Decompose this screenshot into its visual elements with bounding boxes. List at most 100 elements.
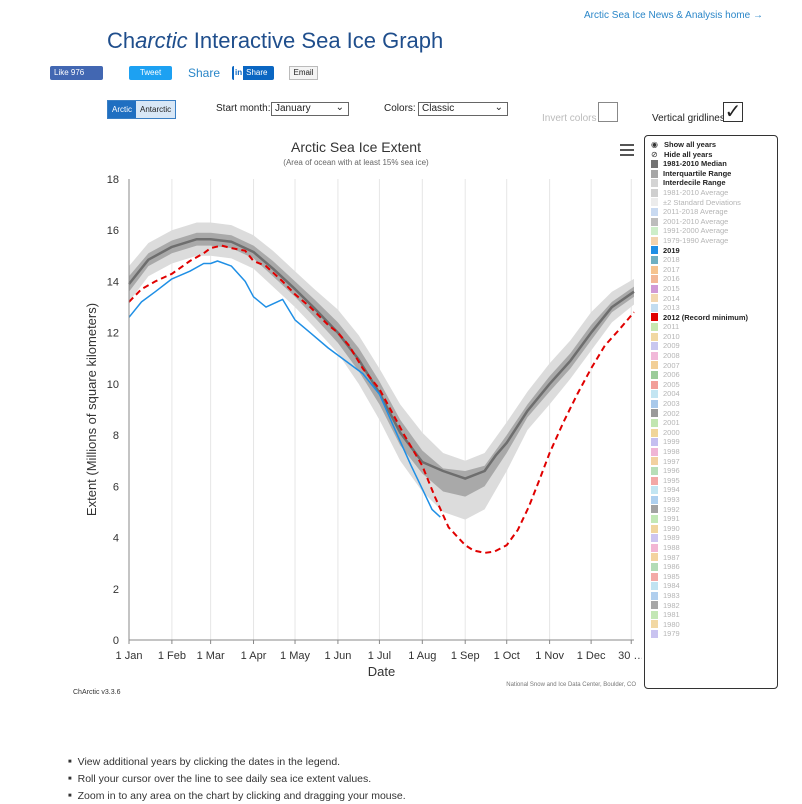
title-italic: arctic: [135, 28, 188, 53]
legend-item[interactable]: 1989: [651, 533, 771, 543]
tweet-button[interactable]: Tweet: [129, 66, 172, 80]
legend-item[interactable]: 2011: [651, 322, 771, 332]
y-axis-title: Extent (Millions of square kilometers): [84, 303, 99, 516]
legend-item[interactable]: 1979-1990 Average: [651, 236, 771, 246]
legend-label: 2001: [663, 418, 680, 428]
legend-item[interactable]: 2016: [651, 274, 771, 284]
x-tick-label: 1 Feb: [158, 650, 186, 662]
legend-item[interactable]: 2006: [651, 370, 771, 380]
email-button[interactable]: Email: [289, 66, 318, 80]
legend-item[interactable]: 2001: [651, 418, 771, 428]
legend-item[interactable]: 1996: [651, 466, 771, 476]
legend-item[interactable]: 2019: [651, 246, 771, 256]
legend-item[interactable]: 1988: [651, 543, 771, 553]
legend-label: 1979: [663, 629, 680, 639]
legend-label: 1998: [663, 447, 680, 456]
legend-item[interactable]: Interquartile Range: [651, 169, 771, 179]
legend-item[interactable]: 1994: [651, 485, 771, 495]
legend-item[interactable]: 2000: [651, 428, 771, 438]
hide-all-years[interactable]: ⊘ Hide all years: [651, 150, 771, 160]
legend-swatch: [651, 543, 658, 552]
legend-label: 1982: [663, 600, 680, 610]
legend-label: 1990: [663, 523, 680, 533]
legend-item[interactable]: 2018: [651, 255, 771, 265]
x-tick-label: 1 Mar: [197, 650, 225, 662]
legend-item[interactable]: 2014: [651, 294, 771, 304]
legend-label: 1983: [663, 590, 680, 600]
linkedin-share-button[interactable]: in Share: [232, 66, 274, 80]
legend-swatch: [651, 534, 658, 543]
colors-select[interactable]: Classic ⌄: [418, 102, 508, 116]
legend-item[interactable]: 2012 (Record minimum): [651, 313, 771, 323]
facebook-like-button[interactable]: Like 976: [50, 66, 103, 80]
hemisphere-antarctic-button[interactable]: Antarctic: [136, 101, 176, 118]
legend-item[interactable]: 1991: [651, 514, 771, 524]
page-title: Charctic Interactive Sea Ice Graph: [107, 28, 443, 54]
legend-item[interactable]: 2003: [651, 399, 771, 409]
invert-colors-checkbox[interactable]: [598, 102, 618, 122]
legend-item[interactable]: 1981: [651, 610, 771, 620]
share-link[interactable]: Share: [188, 66, 221, 80]
start-month-value: January: [275, 103, 311, 114]
legend-label: 1986: [663, 562, 680, 572]
legend-item[interactable]: 1998: [651, 447, 771, 457]
legend-item[interactable]: 2005: [651, 380, 771, 390]
legend-item[interactable]: 2015: [651, 284, 771, 294]
legend-label: 2003: [663, 399, 680, 409]
legend-item[interactable]: 1983: [651, 591, 771, 601]
legend-item[interactable]: 1993: [651, 495, 771, 505]
legend-item[interactable]: 2017: [651, 265, 771, 275]
legend-swatch: [651, 486, 658, 495]
sea-ice-chart[interactable]: 0 2 4 6 8 10 12 14 16 18 1 Jan 1 Feb 1 Mar 1 Apr 1 May…: [70, 135, 642, 692]
legend-swatch: [651, 553, 658, 562]
legend-item[interactable]: 1999: [651, 437, 771, 447]
y-tick-label: 12: [107, 328, 119, 340]
legend-swatch: [651, 169, 658, 178]
legend-item[interactable]: 1981-2010 Median: [651, 159, 771, 169]
legend-item[interactable]: 1981-2010 Average: [651, 188, 771, 198]
legend-item[interactable]: 1992: [651, 505, 771, 515]
legend-label: ±2 Standard Deviations: [663, 197, 741, 207]
legend-item[interactable]: 1991-2000 Average: [651, 226, 771, 236]
home-link[interactable]: Arctic Sea Ice News & Analysis home →: [584, 10, 763, 21]
start-month-select[interactable]: January ⌄: [271, 102, 349, 116]
y-tick-label: 14: [107, 276, 119, 288]
legend-item[interactable]: 2008: [651, 351, 771, 361]
legend-label: 2001-2010 Average: [663, 216, 729, 226]
legend-item[interactable]: 2001-2010 Average: [651, 217, 771, 227]
legend-label: 2000: [663, 427, 680, 437]
legend-item[interactable]: 1980: [651, 620, 771, 630]
legend-item[interactable]: 1995: [651, 476, 771, 486]
legend-swatch: [651, 457, 658, 466]
chart-menu-icon[interactable]: [620, 144, 634, 156]
legend-label: 2009: [663, 341, 680, 351]
legend-item[interactable]: 1987: [651, 553, 771, 563]
legend-item[interactable]: 2013: [651, 303, 771, 313]
legend-label: 1989: [663, 533, 680, 543]
legend-swatch: [651, 265, 658, 274]
legend-item[interactable]: 2004: [651, 389, 771, 399]
legend-item[interactable]: 2010: [651, 332, 771, 342]
legend-item[interactable]: 1997: [651, 457, 771, 467]
legend-item[interactable]: 2009: [651, 341, 771, 351]
legend-item[interactable]: 2007: [651, 361, 771, 371]
legend-swatch: [651, 332, 658, 341]
legend-item[interactable]: 2002: [651, 409, 771, 419]
legend-label: 1981-2010 Average: [663, 187, 729, 197]
legend-item[interactable]: Interdecile Range: [651, 178, 771, 188]
legend-swatch: [651, 207, 658, 216]
legend-swatch: [651, 361, 658, 370]
legend-item[interactable]: 1982: [651, 601, 771, 611]
legend-label: 2016: [663, 274, 680, 284]
legend-item[interactable]: 1986: [651, 562, 771, 572]
chevron-down-icon: ⌄: [494, 102, 503, 113]
legend-item[interactable]: 2011-2018 Average: [651, 207, 771, 217]
show-all-years[interactable]: ◉ Show all years: [651, 140, 771, 150]
hemisphere-arctic-button[interactable]: Arctic: [108, 101, 136, 118]
legend-item[interactable]: 1985: [651, 572, 771, 582]
vertical-gridlines-checkbox[interactable]: ✓: [723, 102, 743, 122]
legend-item[interactable]: 1979: [651, 629, 771, 639]
legend-item[interactable]: 1990: [651, 524, 771, 534]
legend-item[interactable]: ±2 Standard Deviations: [651, 198, 771, 208]
legend-item[interactable]: 1984: [651, 581, 771, 591]
